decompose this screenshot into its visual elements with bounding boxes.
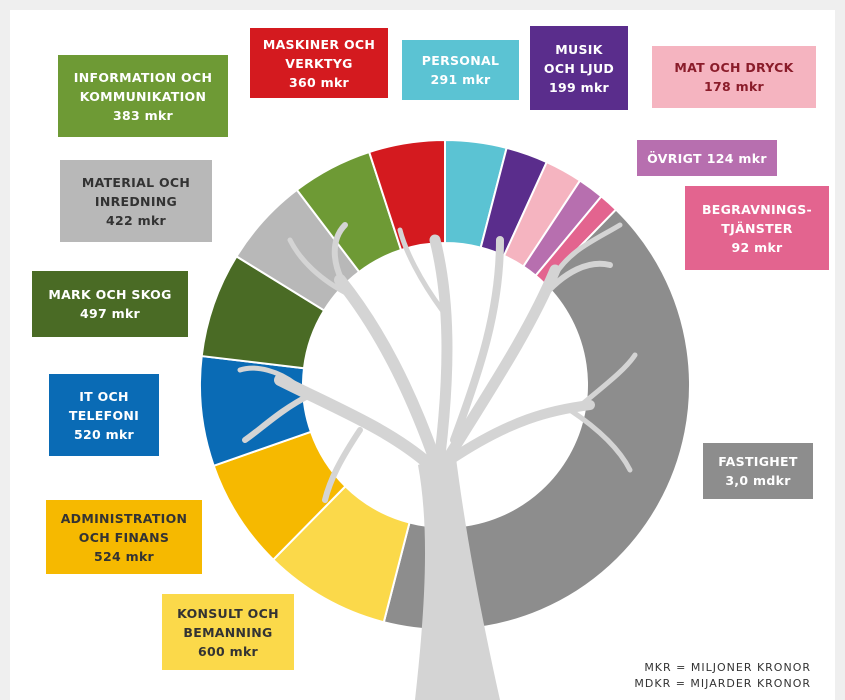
category-label: MASKINER OCH VERKTYG	[262, 36, 376, 71]
legend-box: MUSIK OCH LJUD 199 mkr	[530, 26, 628, 110]
value-label: 497 mkr	[79, 306, 141, 321]
legend-box: MASKINER OCH VERKTYG 360 mkr	[250, 28, 388, 98]
tree-branch	[445, 400, 595, 465]
tree-branch	[237, 365, 303, 391]
category-label: MAT OCH DRYCK	[674, 60, 794, 75]
tree-branch	[274, 374, 436, 471]
card: MKR = MILJONER KRONOR MDKR = MIJARDER KR…	[10, 10, 835, 700]
tree-branch	[567, 407, 633, 473]
value-label: 360 mkr	[288, 74, 350, 90]
tree-branch	[450, 236, 504, 444]
tree-branch	[397, 227, 445, 313]
value-label: 520 mkr	[73, 426, 135, 442]
tree-branch	[242, 392, 313, 443]
category-label: MUSIK OCH LJUD	[543, 41, 615, 76]
legend-box: ÖVRIGT 124 mkr	[637, 140, 777, 176]
category-label: MARK OCH SKOG	[48, 287, 172, 302]
value-label: 92 mkr	[731, 239, 783, 255]
legend-box: INFORMATION OCH KOMMUNIKATION 383 mkr	[58, 55, 228, 137]
legend-box: MATERIAL OCH INREDNING 422 mkr	[60, 160, 212, 242]
value-label: 422 mkr	[105, 212, 167, 228]
tree-branch	[331, 222, 358, 303]
legend-box: PERSONAL 291 mkr	[402, 40, 519, 100]
tree-branch	[322, 427, 363, 503]
legend-box: KONSULT OCH BEMANNING 600 mkr	[162, 594, 294, 670]
tree-branch	[537, 260, 613, 303]
chart	[199, 138, 691, 700]
legend-box: MAT OCH DRYCK 178 mkr	[652, 46, 816, 108]
category-label: MATERIAL OCH INREDNING	[81, 174, 191, 209]
legend-box: ADMINISTRATION OCH FINANS 524 mkr	[46, 500, 202, 574]
legend-box: BEGRAVNINGS-TJÄNSTER 92 mkr	[685, 186, 829, 270]
value-label: 178 mkr	[703, 79, 765, 94]
tree-branch	[552, 222, 623, 278]
category-label: KONSULT OCH BEMANNING	[177, 605, 279, 640]
value-label: 3,0 mdkr	[725, 473, 791, 488]
legend-box: IT OCH TELEFONI 520 mkr	[49, 374, 159, 456]
value-label: 199 mkr	[548, 79, 610, 95]
category-label: FASTIGHET	[718, 454, 798, 469]
legend-box: FASTIGHET 3,0 mdkr	[703, 443, 813, 499]
value-label: 124 mkr	[706, 150, 767, 166]
category-label: IT OCH TELEFONI	[68, 388, 140, 423]
tree	[237, 222, 638, 700]
tree-branch	[287, 237, 353, 298]
footnote: MDKR = MIJARDER KRONOR	[634, 677, 811, 690]
category-label: BEGRAVNINGS-TJÄNSTER	[701, 201, 813, 236]
tree-branch	[577, 352, 638, 409]
footnote: MKR = MILJONER KRONOR	[644, 661, 811, 674]
legend-box: MARK OCH SKOG 497 mkr	[32, 271, 188, 337]
category-label: ÖVRIGT	[647, 150, 702, 166]
category-label: PERSONAL	[421, 53, 500, 68]
value-label: 383 mkr	[112, 107, 174, 123]
value-label: 524 mkr	[93, 548, 155, 564]
tree-branch	[429, 234, 453, 461]
value-label: 291 mkr	[430, 72, 491, 87]
category-label: INFORMATION OCH KOMMUNIKATION	[73, 69, 213, 104]
tree-trunk	[415, 450, 500, 700]
category-label: ADMINISTRATION OCH FINANS	[60, 510, 188, 545]
value-label: 600 mkr	[197, 643, 259, 659]
